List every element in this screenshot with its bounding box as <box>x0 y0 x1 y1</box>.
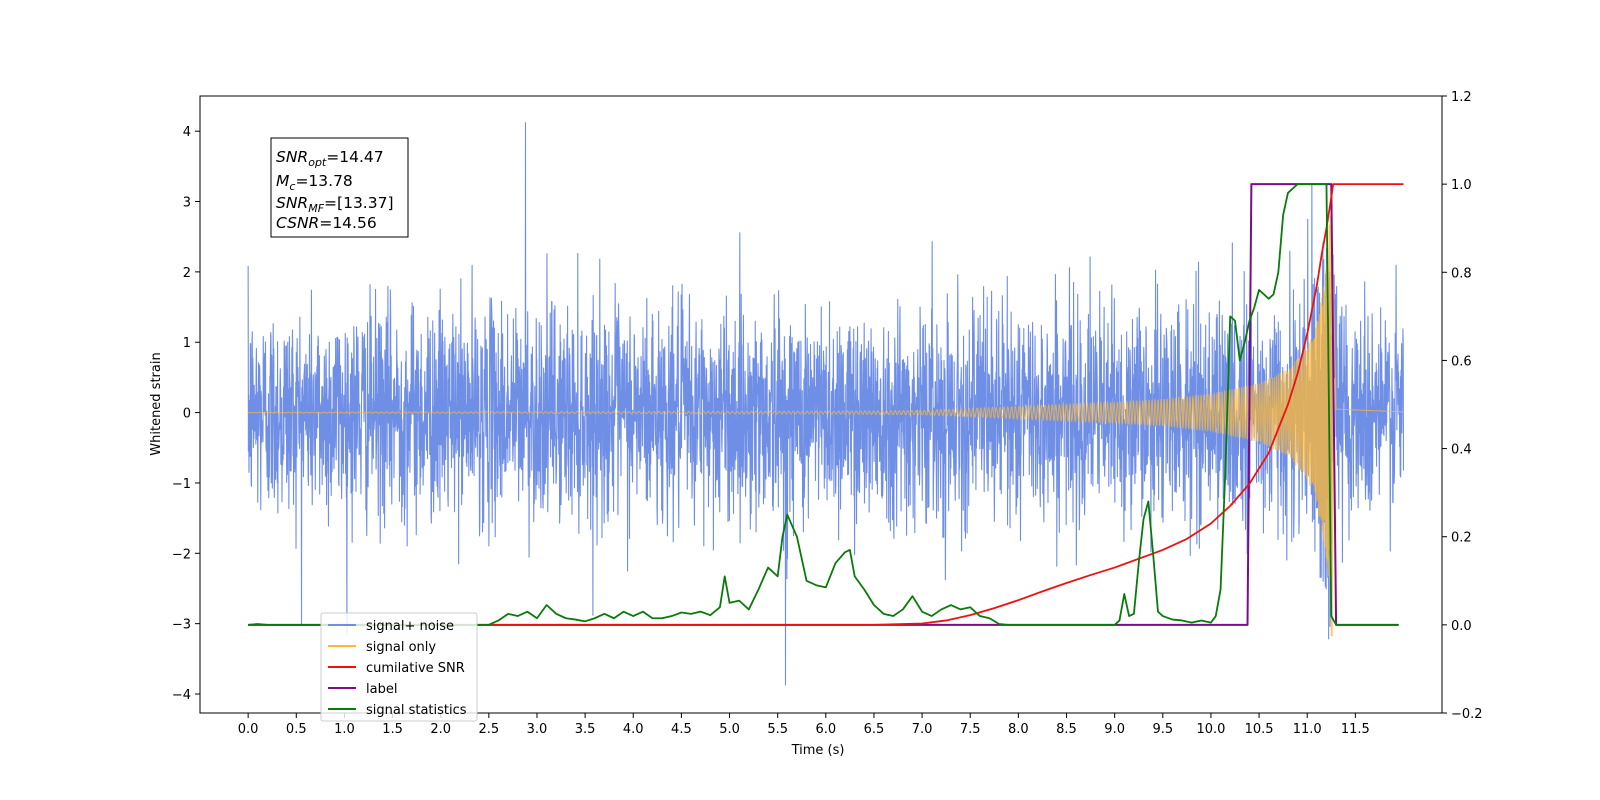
y-right-tick-label: 0.8 <box>1451 266 1472 281</box>
x-tick-label: 8.0 <box>1008 722 1029 737</box>
x-tick-label: 9.0 <box>1104 722 1125 737</box>
x-tick-label: 6.5 <box>864 722 885 737</box>
y-right-tick-label: 1.2 <box>1451 90 1472 105</box>
legend-label: signal+ noise <box>366 619 454 634</box>
legend-label: cumilative SNR <box>366 661 465 676</box>
y-left-tick-label: 2 <box>183 266 191 281</box>
x-tick-label: 0.0 <box>238 722 259 737</box>
annotation-frame <box>270 137 409 238</box>
x-tick-label: 9.5 <box>1152 722 1173 737</box>
noise-line <box>247 122 1405 686</box>
series-signal-statistics <box>248 183 1399 626</box>
x-tick-label: 11.0 <box>1293 722 1322 737</box>
x-tick-label: 0.5 <box>286 722 307 737</box>
x-tick-label: 1.0 <box>334 722 355 737</box>
y-right-tick-label: 0.6 <box>1451 354 1472 369</box>
y-right-tick-label: 1.0 <box>1451 178 1472 193</box>
y-right-tick-label: −0.2 <box>1451 707 1483 722</box>
y-axis-left-ticks: 4 3 2 1 0 −1 −2 −3 −4 <box>172 125 200 703</box>
signal-only-line <box>247 183 1404 637</box>
x-tick-label: 4.0 <box>623 722 644 737</box>
y-left-tick-label: 3 <box>183 196 191 211</box>
y-right-tick-label: 0.0 <box>1451 619 1472 634</box>
legend: signal+ noise signal only cumilative SNR la… <box>320 612 478 722</box>
x-tick-label: 7.0 <box>912 722 933 737</box>
x-tick-label: 2.5 <box>478 722 499 737</box>
x-tick-label: 5.5 <box>767 722 788 737</box>
legend-label: signal statistics <box>366 703 467 718</box>
y-left-tick-label: 1 <box>183 336 191 351</box>
x-tick-label: 6.0 <box>815 722 836 737</box>
axes-frame <box>199 95 1443 714</box>
x-tick-label: 7.5 <box>960 722 981 737</box>
annotation-snr-mf: SNRMF=[13.37] <box>276 194 394 215</box>
legend-label: signal only <box>366 640 436 655</box>
annotation-box: SNRopt=14.47 Mc=13.78 SNRMF=[13.37] CSNR… <box>270 137 409 238</box>
x-axis-label: Time (s) <box>791 743 845 758</box>
y-left-tick-label: −3 <box>172 618 191 633</box>
x-tick-label: 5.0 <box>719 722 740 737</box>
x-tick-label: 11.5 <box>1341 722 1370 737</box>
x-tick-label: 3.0 <box>527 722 548 737</box>
x-tick-label: 1.5 <box>382 722 403 737</box>
y-left-tick-label: −4 <box>172 688 191 703</box>
series-signal-noise <box>247 122 1405 686</box>
annotation-csnr: CSNR=14.56 <box>276 214 377 232</box>
signal-statistics-line <box>248 183 1399 626</box>
y-axis-right-ticks: 1.2 1.0 0.8 0.6 0.4 0.2 0.0 −0.2 <box>1442 90 1483 722</box>
series-signal-only <box>247 183 1404 637</box>
annotation-mc: Mc=13.78 <box>276 172 353 193</box>
legend-label: label <box>366 682 397 697</box>
y-left-tick-label: 4 <box>183 125 191 140</box>
cumulative-snr-line <box>248 183 1404 626</box>
legend-frame <box>320 612 478 722</box>
y-left-tick-label: 0 <box>183 407 191 422</box>
x-axis-ticks: 0.0 0.5 1.0 1.5 2.0 2.5 3.0 3.5 4.0 4.5 5.0 5.5 6.0 6… <box>238 713 1370 737</box>
y-axis-left-label: Whitened strain <box>149 352 164 455</box>
y-left-tick-label: −1 <box>172 477 191 492</box>
y-right-tick-label: 0.4 <box>1451 443 1472 458</box>
series-cumulative-snr <box>248 183 1404 626</box>
y-left-tick-label: −2 <box>172 547 191 562</box>
y-right-tick-label: 0.2 <box>1451 531 1472 546</box>
x-tick-label: 4.5 <box>671 722 692 737</box>
x-tick-label: 2.0 <box>430 722 451 737</box>
annotation-snr-opt: SNRopt=14.47 <box>276 148 384 169</box>
x-tick-label: 8.5 <box>1056 722 1077 737</box>
x-tick-label: 10.5 <box>1245 722 1274 737</box>
x-tick-label: 10.0 <box>1196 722 1225 737</box>
x-tick-label: 3.5 <box>575 722 596 737</box>
